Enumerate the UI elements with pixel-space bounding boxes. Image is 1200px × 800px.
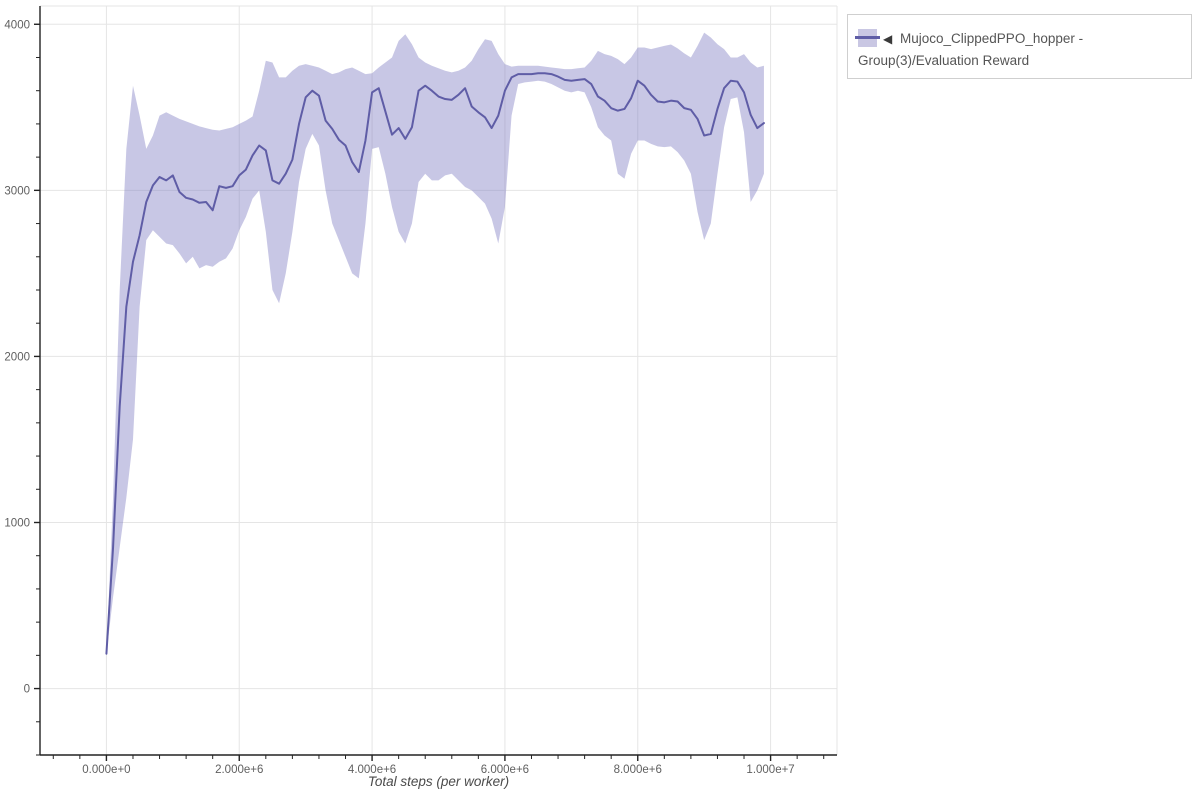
x-tick-label: 0.000e+0	[82, 764, 130, 776]
legend-label: Mujoco_ClippedPPO_hopper - Group(3)/Eval…	[858, 31, 1084, 68]
legend-collapse-arrow-icon: ◀	[883, 32, 893, 46]
series-mean-line	[105, 72, 765, 655]
x-tick-label: 1.000e+7	[746, 764, 794, 776]
y-tick-label: 2000	[4, 351, 30, 363]
series-uncertainty-band	[106, 32, 764, 654]
legend-swatch-band-icon	[855, 29, 880, 47]
x-tick-label: 2.000e+6	[215, 764, 263, 776]
legend: ◀ Mujoco_ClippedPPO_hopper - Group(3)/Ev…	[847, 14, 1192, 79]
x-tick-label: 4.000e+6	[348, 764, 396, 776]
legend-line-swatch-icon	[855, 36, 880, 39]
legend-item[interactable]: ◀ Mujoco_ClippedPPO_hopper - Group(3)/Ev…	[855, 28, 1180, 72]
x-axis-title: Total steps (per worker)	[367, 774, 510, 789]
x-tick-label: 6.000e+6	[481, 764, 529, 776]
y-tick-label: 0	[24, 684, 30, 696]
y-tick-label: 1000	[4, 517, 30, 529]
plot-area[interactable]	[40, 6, 837, 755]
y-tick-label: 4000	[4, 19, 30, 31]
y-tick-label: 3000	[4, 185, 30, 197]
x-tick-label: 8.000e+6	[614, 764, 662, 776]
